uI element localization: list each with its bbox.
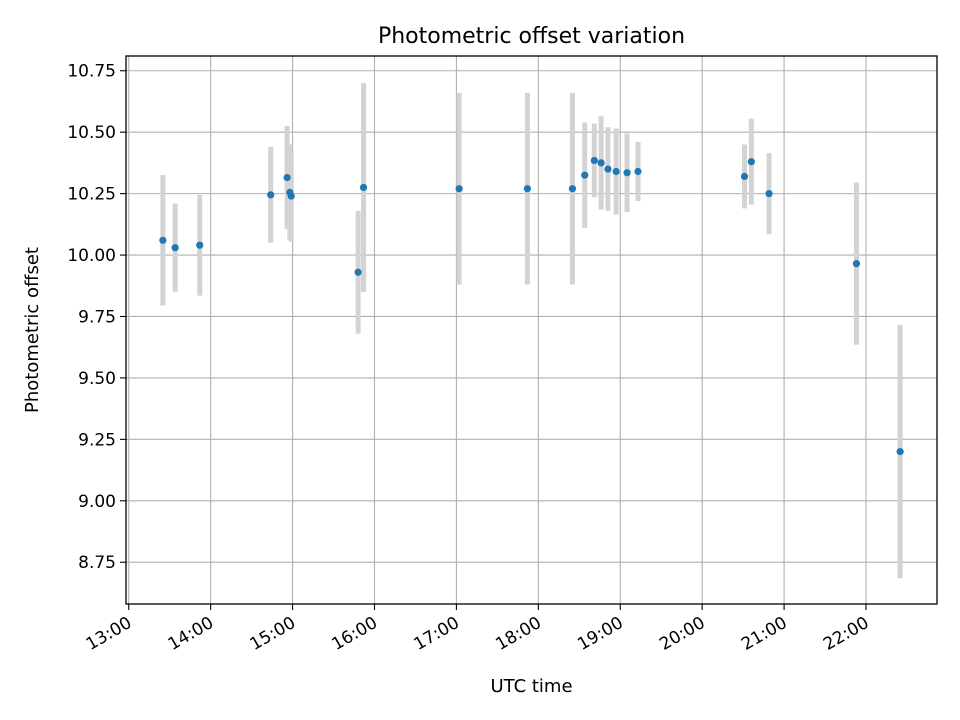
data-point (283, 174, 291, 182)
data-point (740, 172, 749, 181)
y-tick-label: 8.75 (78, 553, 116, 573)
x-axis-label: UTC time (490, 676, 572, 697)
data-point (852, 260, 861, 268)
data-point (171, 244, 179, 252)
y-tick-label: 10.50 (67, 123, 116, 143)
data-point (590, 156, 598, 165)
y-tick-label: 10.75 (67, 62, 116, 82)
data-point (523, 185, 532, 193)
y-axis-label: Photometric offset (22, 247, 43, 413)
plot-frame (125, 55, 938, 605)
y-tick-label: 9.25 (78, 430, 116, 450)
data-point (765, 190, 773, 198)
data-point (612, 167, 620, 176)
y-tick-label: 9.00 (78, 492, 116, 512)
data-point (455, 185, 463, 193)
data-point (568, 185, 577, 193)
data-point (159, 236, 167, 244)
data-point (267, 191, 275, 199)
data-point (623, 169, 631, 177)
data-point (747, 158, 755, 166)
y-tick-label: 9.75 (78, 307, 116, 327)
data-point (604, 165, 612, 173)
y-tick-label: 9.50 (78, 369, 116, 389)
grid (126, 56, 937, 604)
data-point (287, 192, 295, 200)
chart-title: Photometric offset variation (378, 24, 685, 49)
data-point (597, 159, 605, 167)
y-tick-label: 10.25 (67, 185, 116, 205)
data-point (359, 183, 368, 192)
data-points (159, 156, 904, 456)
data-point (896, 448, 904, 456)
data-point (581, 171, 589, 179)
y-axis-ticks: 8.75 9.00 9.25 9.50 9.75 10.00 10.25 10.50 10.75 (67, 62, 126, 573)
y-tick-label: 10.00 (67, 246, 116, 266)
data-point (354, 268, 362, 276)
data-point (196, 241, 204, 249)
data-point (634, 167, 642, 176)
